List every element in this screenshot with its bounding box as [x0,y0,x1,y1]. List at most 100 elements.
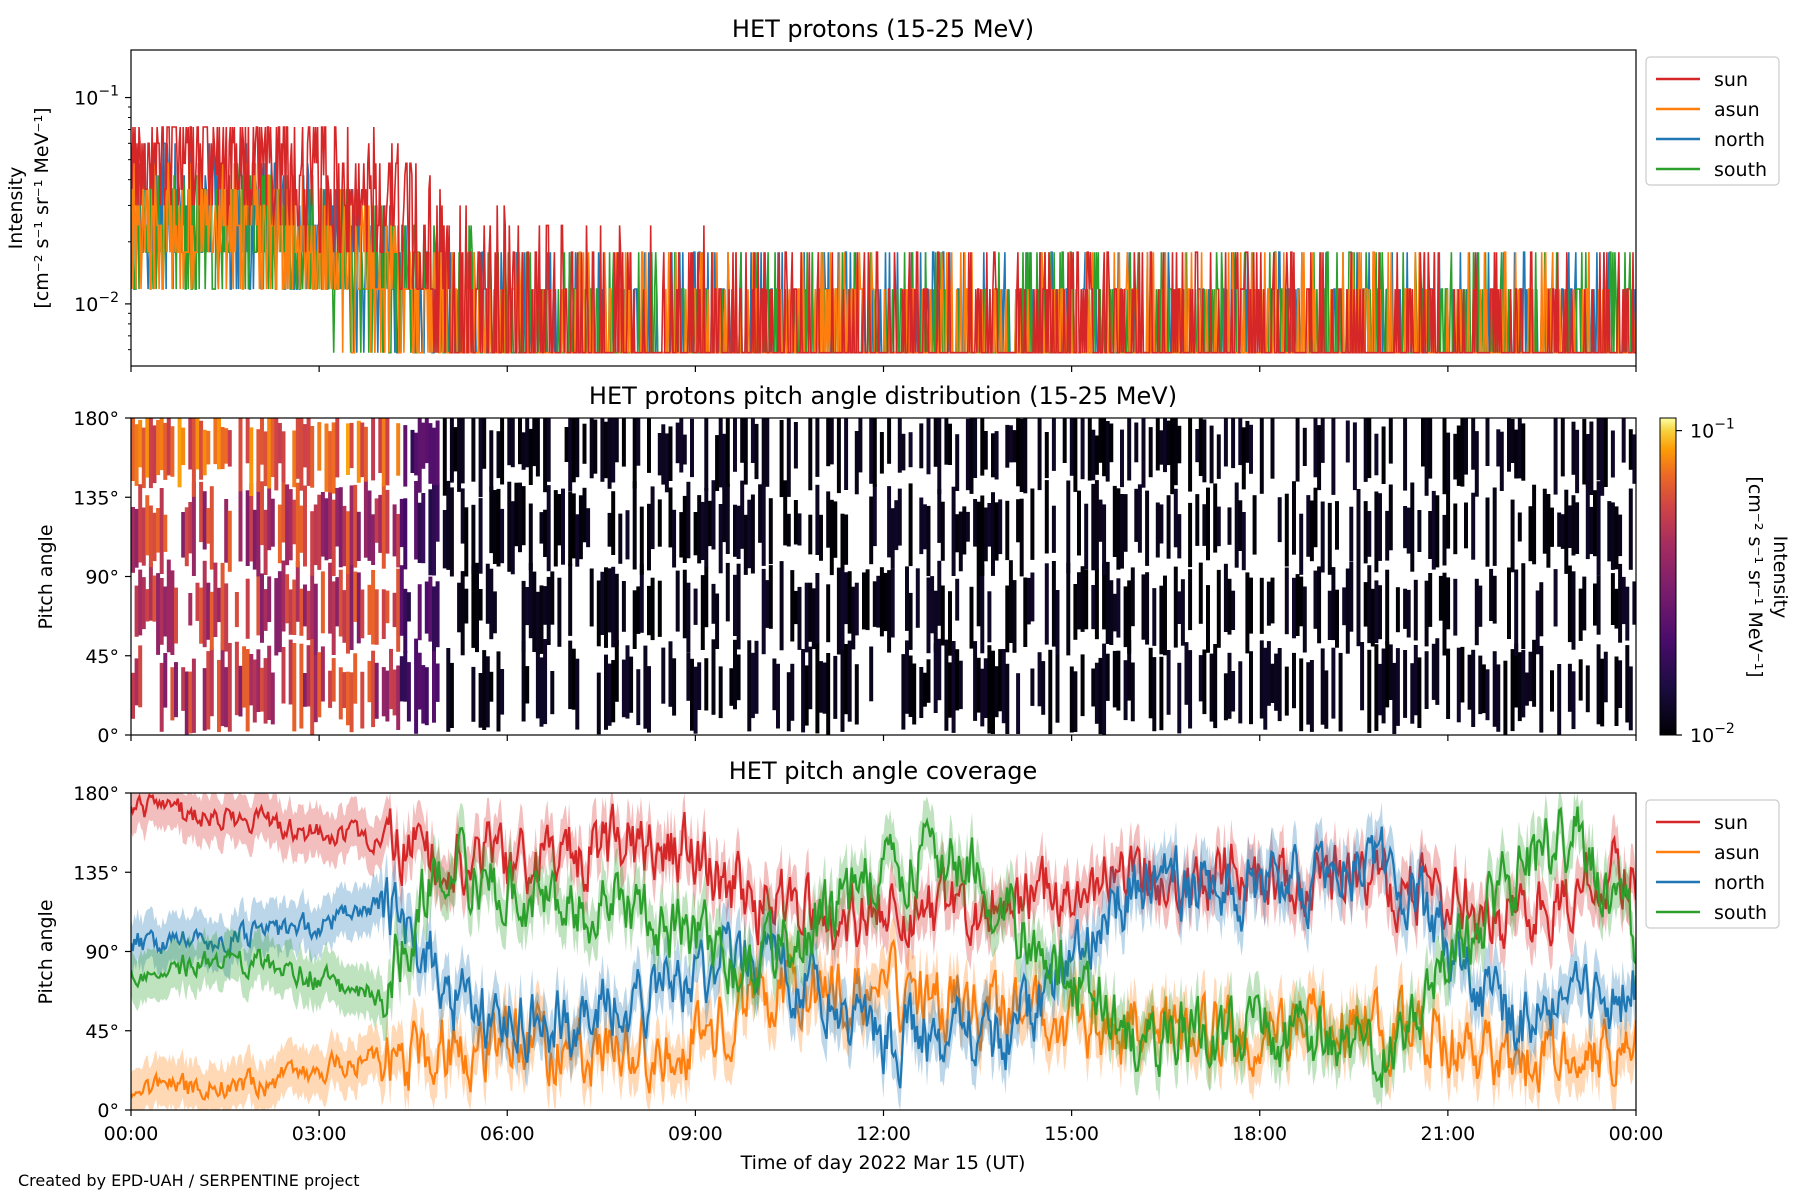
heatmap-cell [256,649,261,712]
heatmap-cell [346,511,350,574]
heatmap-cell [1431,643,1436,700]
heatmap-cell [424,418,429,464]
heatmap-cell [998,499,1003,555]
heatmap-cell [414,432,419,476]
heatmap-cell [711,639,716,715]
heatmap-cell [252,509,257,570]
heatmap-cell [274,578,279,656]
heatmap-cell [331,422,336,494]
heatmap-cell [349,485,354,566]
heatmap-cell [156,573,161,655]
heatmap-cell [310,511,315,576]
heatmap-cell [1456,425,1461,486]
heatmap-cell [378,494,383,553]
heatmap-cell [1600,658,1605,727]
heatmap-cell [1435,495,1440,568]
heatmap-cell [1030,488,1035,560]
heatmap-cell [403,651,408,702]
heatmap-cell [195,582,200,621]
heatmap-cell [704,566,709,628]
heatmap-cell [213,418,218,465]
heatmap-cell [1198,655,1203,702]
heatmap-cell [1514,569,1519,656]
heatmap-cell [1152,657,1157,732]
heatmap-cell [761,482,766,566]
heatmap-cell [224,499,229,563]
heatmap-cell [528,428,533,485]
heatmap-cell [428,576,433,642]
heatmap-cell [682,569,687,639]
heatmap-cell [188,418,193,470]
heatmap-cell [310,575,315,639]
heatmap-cell [564,427,569,462]
heatmap-cell [1102,418,1107,477]
heatmap-cell [758,484,763,543]
heatmap-cell [1012,580,1017,653]
heatmap-cell [568,563,573,636]
heatmap-cell [320,571,325,634]
heatmap-cell [722,483,727,543]
distribution-heatmap-cells [131,418,1637,735]
heatmap-cell [220,642,225,727]
heatmap-cell [1145,572,1150,645]
x-tick-label: 15:00 [1044,1123,1099,1145]
heatmap-cell [227,430,232,467]
heatmap-cell [693,666,698,734]
heatmap-cell [417,652,422,710]
heatmap-cell [288,489,293,561]
heatmap-cell [575,514,580,567]
heatmap-cell [202,668,207,731]
heatmap-cell [270,418,275,477]
heatmap-cell [1206,585,1210,653]
heatmap-cell [195,418,200,470]
intensity-y-label-line2: [cm⁻² s⁻¹ sr⁻¹ MeV⁻¹] [31,107,53,308]
heatmap-cell [349,563,354,650]
heatmap-cell [410,429,415,473]
heatmap-cell [1625,586,1630,641]
heatmap-cell [1374,433,1379,476]
heatmap-cell [1438,575,1443,621]
heatmap-cell [174,587,178,644]
heatmap-cell [1474,578,1479,646]
heatmap-cell [156,508,161,553]
heatmap-cell [840,638,845,732]
heatmap-cell [299,588,304,636]
heatmap-cell [1492,651,1497,727]
heatmap-cell [507,418,512,466]
heatmap-cell [582,487,587,543]
heatmap-cell [496,488,501,567]
heatmap-cell [1094,480,1099,571]
legend-label-north: north [1714,872,1765,894]
heatmap-cell [163,514,168,552]
heatmap-cell [1188,569,1193,631]
heatmap-cell [1367,511,1372,557]
heatmap-cell [940,501,945,561]
heatmap-cell [1094,435,1099,475]
heatmap-cell [604,567,608,648]
heatmap-cell [976,575,981,627]
heatmap-cell [306,418,311,486]
heatmap-cell [815,642,820,734]
heatmap-cell [188,593,193,626]
heatmap-cell [819,661,823,713]
heatmap-cell [1223,673,1228,721]
heatmap-cell [1044,480,1049,554]
heatmap-cell [396,665,401,730]
heatmap-cell [1388,644,1393,700]
heatmap-cell [1141,418,1146,488]
heatmap-cell [1127,639,1132,701]
heatmap-cell [1302,586,1307,653]
time-x-ticks: 00:00 03:00 06:00 09:00 12:00 15:00 18:00 21:00… [104,1110,1663,1145]
heatmap-cell [245,418,250,464]
heatmap-cell [414,481,419,560]
heatmap-cell [1295,574,1300,636]
heatmap-cell [711,480,716,550]
heatmap-cell [267,418,272,489]
heatmap-cell [199,481,204,543]
heatmap-cell [152,512,157,562]
coverage-legend: sun asun north south [1645,799,1780,929]
heatmap-cell [1259,418,1264,494]
heatmap-cell [571,648,576,710]
heatmap-cell [1460,418,1465,487]
heatmap-cell [661,647,666,704]
